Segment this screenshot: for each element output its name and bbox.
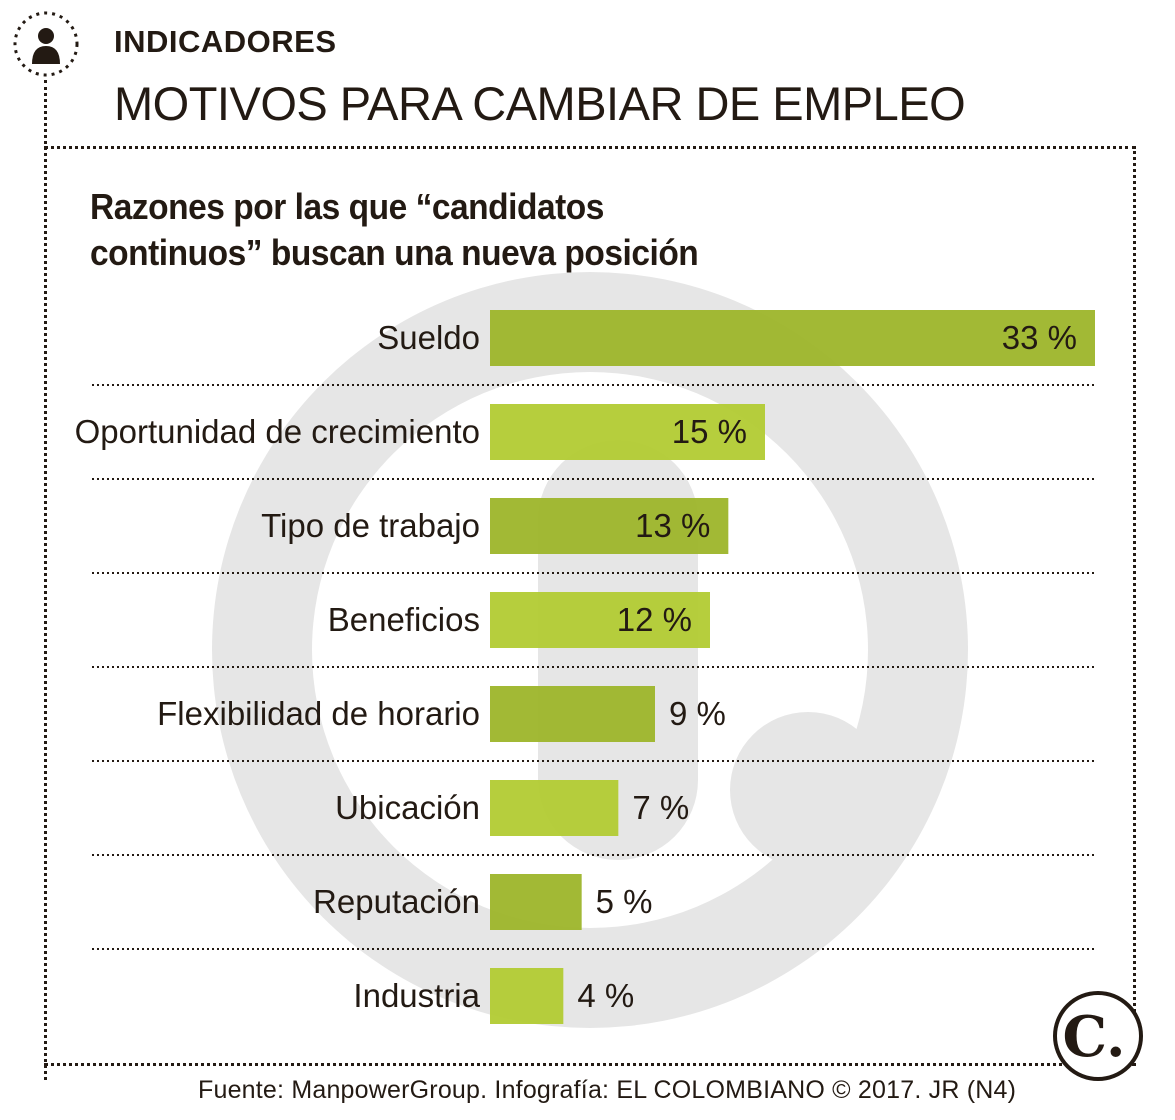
value-label: 7 % <box>632 789 689 826</box>
value-label: 4 % <box>577 977 634 1014</box>
value-label: 15 % <box>672 413 747 450</box>
value-label: 13 % <box>635 507 710 544</box>
source-credit: Fuente: ManpowerGroup. Infografía: EL CO… <box>198 1076 1017 1104</box>
watermark-logo-icon <box>212 272 968 1028</box>
section-label: INDICADORES <box>114 24 337 59</box>
value-label: 12 % <box>617 601 692 638</box>
category-label: Industria <box>353 977 480 1014</box>
category-label: Flexibilidad de horario <box>157 695 480 732</box>
bar <box>490 874 582 930</box>
category-label: Sueldo <box>377 319 480 356</box>
bar <box>490 404 765 460</box>
page-title: MOTIVOS PARA CAMBIAR DE EMPLEO <box>114 77 966 130</box>
bar <box>490 592 710 648</box>
bar <box>490 780 619 836</box>
category-label: Ubicación <box>335 789 480 826</box>
chart-subtitle-line2: continuos” buscan una nueva posición <box>90 232 699 273</box>
person-icon <box>13 11 79 77</box>
category-label: Oportunidad de crecimiento <box>75 413 480 450</box>
bar <box>490 686 655 742</box>
bar <box>490 310 1095 366</box>
value-label: 9 % <box>669 695 726 732</box>
el-colombiano-logo: C. <box>1053 991 1143 1081</box>
chart-subtitle-line1: Razones por las que “candidatos <box>90 186 604 227</box>
bar <box>490 968 564 1024</box>
header-connector-line <box>44 80 47 1080</box>
chart-subtitle: Razones por las que “candidatos continuo… <box>90 184 760 276</box>
logo-text: C. <box>1062 1004 1125 1070</box>
category-label: Reputación <box>313 883 480 920</box>
bar <box>490 498 729 554</box>
category-label: Tipo de trabajo <box>261 507 480 544</box>
category-label: Beneficios <box>328 601 480 638</box>
value-label: 5 % <box>596 883 653 920</box>
value-label: 33 % <box>1002 319 1077 356</box>
chart-frame <box>44 146 1136 1066</box>
